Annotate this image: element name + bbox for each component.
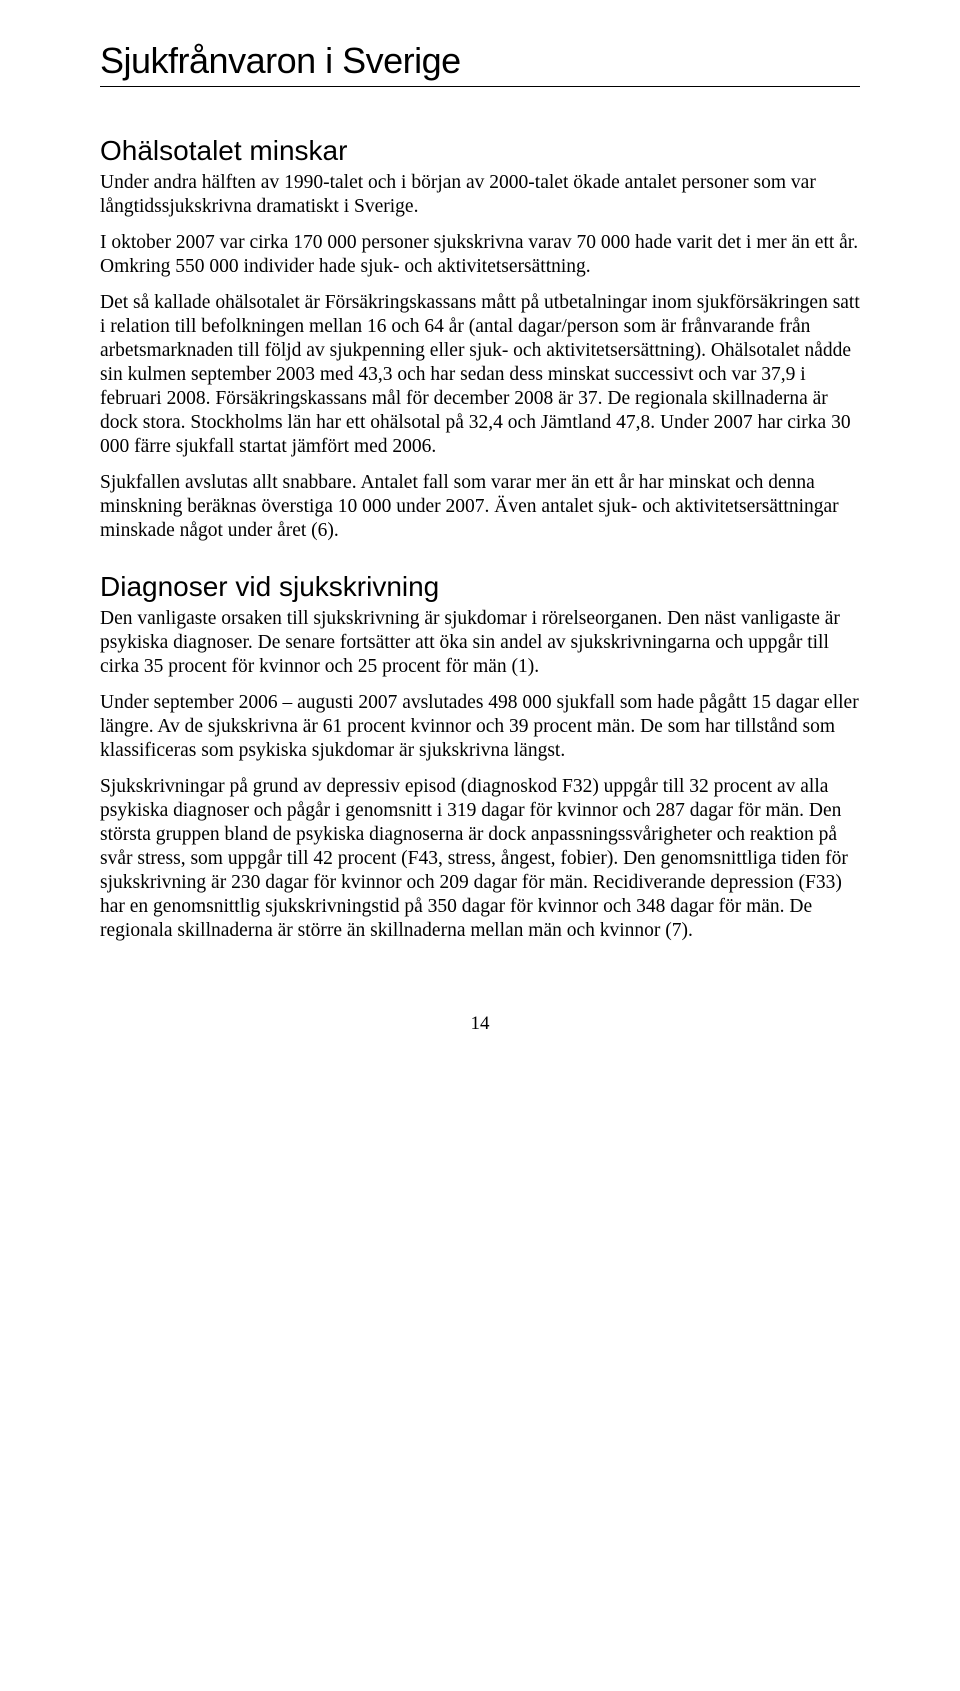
page-number: 14 <box>100 1013 860 1035</box>
section1-p3: Det så kallade ohälsotalet är Försäkring… <box>100 291 860 459</box>
section1-p2: I oktober 2007 var cirka 170 000 persone… <box>100 231 860 279</box>
section1-p1: Under andra hälften av 1990-talet och i … <box>100 171 860 219</box>
section1-heading: Ohälsotalet minskar <box>100 135 860 167</box>
section2-p2: Under september 2006 – augusti 2007 avsl… <box>100 691 860 763</box>
page-container: Sjukfrånvaron i Sverige Ohälsotalet mins… <box>0 0 960 1095</box>
page-title: Sjukfrånvaron i Sverige <box>100 40 860 82</box>
section2-heading: Diagnoser vid sjukskrivning <box>100 571 860 603</box>
section2-p1: Den vanligaste orsaken till sjukskrivnin… <box>100 607 860 679</box>
section1-p4: Sjukfallen avslutas allt snabbare. Antal… <box>100 471 860 543</box>
title-rule <box>100 86 860 87</box>
section2-p3: Sjukskrivningar på grund av depressiv ep… <box>100 775 860 943</box>
